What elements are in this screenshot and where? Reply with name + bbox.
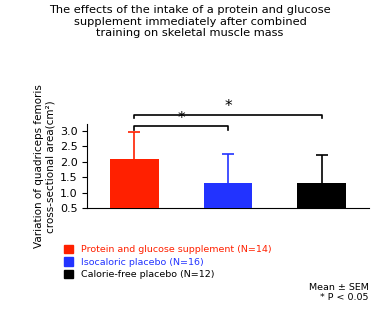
Legend: Protein and glucose supplement (N=14), Isocaloric placebo (N=16), Calorie-free p: Protein and glucose supplement (N=14), I…	[64, 245, 272, 279]
Bar	[298, 183, 346, 224]
Text: Mean ± SEM
* P < 0.05: Mean ± SEM * P < 0.05	[309, 283, 369, 302]
Text: *: *	[224, 99, 232, 114]
Y-axis label: Variation of quadriceps femoris
cross-sectional area(cm²): Variation of quadriceps femoris cross-se…	[34, 84, 56, 248]
Text: The effects of the intake of a protein and glucose
supplement immediately after : The effects of the intake of a protein a…	[49, 5, 331, 38]
Text: *: *	[177, 111, 185, 126]
Bar	[204, 183, 252, 224]
Bar	[110, 159, 158, 224]
